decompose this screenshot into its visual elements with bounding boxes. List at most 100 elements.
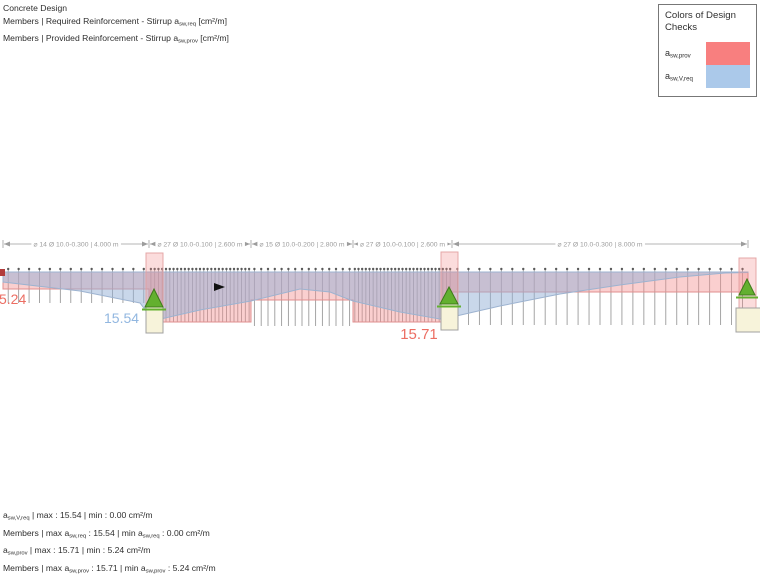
stirrup-tick-head — [675, 267, 678, 271]
stirrup-tick-head — [412, 267, 415, 271]
stirrup-tick-head — [478, 267, 481, 271]
dimension-label-mask — [155, 240, 245, 250]
stirrup-tick-head — [379, 267, 382, 271]
value-label: 5.24 — [0, 291, 26, 307]
dimension-arrow-left — [252, 241, 258, 247]
page-title: Concrete Design — [3, 3, 68, 13]
legend-row-prov: asw,prov — [665, 42, 750, 65]
stirrup-tick-head — [253, 267, 256, 271]
stirrup-tick-head — [217, 267, 221, 271]
stirrup-tick-head — [419, 267, 423, 271]
stirrup-tick-head — [390, 267, 393, 271]
stirrup-tick-head — [375, 267, 379, 271]
stirrup-tick-head — [437, 267, 441, 271]
stirrup-tick-head — [533, 267, 536, 271]
stirrup-tick-head — [187, 267, 190, 271]
summary-line-req-minmax: asw,V,req | max : 15.54 | min : 0.00 cm²… — [3, 510, 153, 522]
stirrup-tick-head — [206, 267, 209, 271]
stirrup-tick-head — [587, 267, 591, 271]
stirrup-tick-head — [565, 267, 569, 271]
stirrup-tick-head — [328, 267, 331, 271]
stirrup-tick-head — [397, 267, 401, 271]
stirrup-tick-head — [280, 267, 283, 271]
stirrup-tick-head — [719, 267, 722, 271]
stirrup-tick-head — [191, 267, 194, 271]
stirrup-tick-head — [244, 267, 247, 271]
stirrup-tick-head — [708, 267, 711, 271]
dimension-arrow-right — [346, 241, 352, 247]
stirrup-tick-head — [408, 267, 412, 271]
support-triangle — [144, 287, 164, 308]
stirrup-tick-head — [730, 267, 733, 271]
stirrup-tick-head — [287, 267, 290, 271]
stirrup-tick-head — [38, 267, 41, 271]
stirrup-tick-head — [353, 267, 357, 271]
stirrup-tick-head — [195, 267, 198, 271]
support-triangle — [738, 277, 756, 296]
stirrup-tick-head — [441, 267, 445, 271]
value-label: 15.54 — [104, 310, 139, 326]
stirrup-tick-head — [121, 267, 125, 271]
stirrup-tick-head — [176, 267, 179, 271]
header-provided-line: Members | Provided Reinforcement - Stirr… — [3, 32, 229, 45]
stirrup-tick-head — [598, 267, 602, 271]
legend-swatch-prov — [706, 42, 750, 65]
stirrup-tick-head — [314, 267, 317, 271]
stirrup-tick-head — [522, 267, 525, 271]
dimension-arrow-right — [741, 241, 747, 247]
stirrup-tick-head — [543, 267, 547, 271]
stirrup-tick-head — [404, 267, 408, 271]
direction-arrow-icon — [214, 283, 225, 291]
stirrup-tick-head — [7, 267, 10, 271]
dimension-arrow-left — [150, 241, 156, 247]
support-triangle — [439, 285, 459, 305]
stirrup-tick-head — [393, 267, 397, 271]
summary-line-members-prov: Members | max asw,prov : 15.71 | min asw… — [3, 562, 216, 575]
stirrup-tick-head — [430, 267, 434, 271]
stirrup-tick-head — [382, 267, 386, 271]
stirrup-tick-head — [664, 267, 667, 271]
stirrup-tick-head — [307, 267, 310, 271]
stirrup-tick-head — [686, 267, 689, 271]
stirrup-tick-head — [445, 267, 448, 271]
stirrup-tick-head — [609, 267, 613, 271]
stirrup-tick-head — [741, 267, 744, 271]
stirrup-tick-head — [554, 267, 558, 271]
stirrup-tick-head — [142, 267, 145, 271]
stirrup-tick-head — [423, 267, 426, 271]
column — [735, 307, 760, 333]
summary-line-prov-minmax: asw,prov | max : 15.71 | min : 5.24 cm²/… — [3, 545, 151, 557]
stirrup-tick-head — [27, 267, 31, 271]
stirrup-tick-head — [221, 267, 224, 271]
legend-label-prov: asw,prov — [665, 47, 691, 60]
stirrup-tick-head — [266, 267, 270, 271]
stirrup-tick-head — [213, 267, 217, 271]
stirrup-tick-head — [225, 267, 228, 271]
stirrup-tick-head — [368, 267, 371, 271]
legend-title: Colors of Design Checks — [665, 10, 736, 33]
dimension-label-mask — [357, 240, 448, 250]
dimension-label: ⌀ 27 Ø 10.0-0.100 | 2.600 m — [157, 241, 243, 248]
stirrup-tick-head — [300, 267, 304, 271]
stirrup-tick-head — [448, 267, 452, 271]
stirrup-tick-head — [364, 267, 368, 271]
header-required-line: Members | Required Reinforcement - Stirr… — [3, 16, 227, 28]
legend-label-req: asw,V,req — [665, 70, 693, 83]
stirrup-tick-head — [111, 267, 114, 271]
dimension-label: ⌀ 15 Ø 10.0-0.200 | 2.800 m — [259, 241, 345, 248]
stirrup-tick-head — [321, 267, 324, 271]
stirrup-tick-head — [576, 267, 580, 271]
stirrup-tick-head — [153, 267, 156, 271]
stirrup-tick-head — [426, 267, 430, 271]
view-header: Concrete Design Members | Required Reinf… — [3, 2, 229, 48]
stirrup-tick-head — [172, 267, 175, 271]
stirrup-tick-head — [511, 267, 514, 271]
stirrup-tick-head — [80, 267, 83, 271]
stirrup-tick-head — [294, 267, 297, 271]
member-start-node — [0, 269, 5, 276]
stirrup-tick-head — [697, 267, 700, 271]
stirrup-tick-head — [334, 267, 338, 271]
stirrup-tick-head — [229, 267, 232, 271]
column — [145, 306, 164, 334]
stirrup-tick-head — [17, 267, 20, 271]
